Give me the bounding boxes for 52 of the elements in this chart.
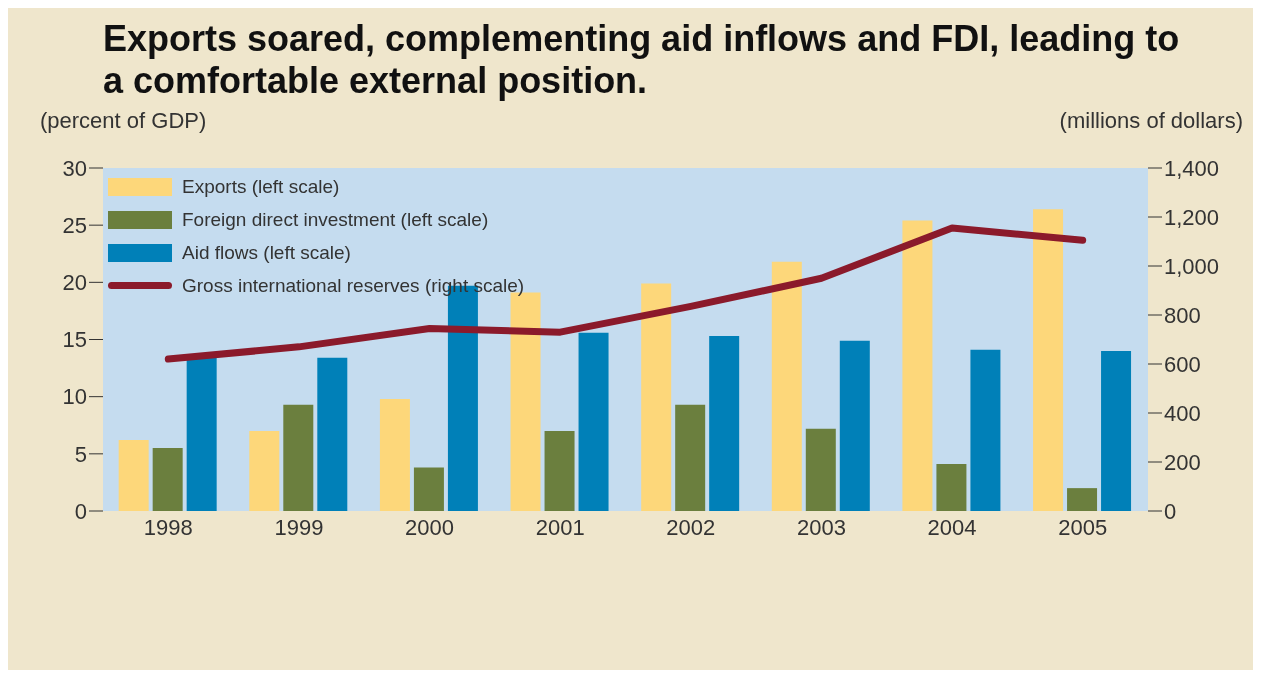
y-tick-label: 10: [62, 384, 87, 410]
bar: [709, 336, 740, 511]
y-tick-label: 5: [74, 441, 87, 467]
y2-tick-label: 1,400: [1164, 155, 1220, 181]
x-tick-label: 2000: [405, 514, 455, 540]
y-tick-label: 30: [62, 155, 87, 181]
bar: [1033, 209, 1064, 511]
y2-tick-label: 0: [1164, 498, 1177, 524]
x-tick-label: 2004: [927, 514, 977, 540]
bar: [936, 464, 967, 511]
bar: [379, 398, 410, 511]
bar: [970, 349, 1001, 511]
legend-label: Aid flows (left scale): [182, 241, 351, 265]
x-tick-label: 2001: [535, 514, 585, 540]
bar: [544, 430, 575, 511]
bar: [1101, 350, 1132, 511]
chart-title: Exports soared, complementing aid inflows and FDI, leading to a comfortable external position.: [103, 18, 1181, 102]
bar: [805, 428, 836, 511]
x-tick-label: 2002: [666, 514, 716, 540]
bar: [641, 283, 672, 511]
y2-axis-title: (millions of dollars): [1059, 108, 1243, 134]
bar: [413, 467, 444, 511]
y2-tick-label: 1,200: [1164, 204, 1220, 230]
bar: [186, 355, 217, 511]
y-tick-label: 15: [62, 327, 87, 353]
legend-label: Gross international reserves (right scale): [182, 274, 525, 298]
bar: [902, 220, 933, 511]
bar: [1067, 488, 1098, 511]
x-tick-label: 2003: [796, 514, 846, 540]
bar: [675, 404, 706, 511]
y2-tick-label: 400: [1164, 400, 1201, 426]
x-tick-label: 1999: [274, 514, 324, 540]
y2-tick-label: 200: [1164, 449, 1201, 475]
legend-label: Exports (left scale): [182, 175, 340, 199]
y2-tick-label: 600: [1164, 351, 1201, 377]
x-tick-label: 1998: [143, 514, 193, 540]
y2-tick-label: 1,000: [1164, 253, 1220, 279]
bar: [152, 448, 183, 511]
bar: [317, 357, 348, 511]
bar: [249, 430, 280, 511]
y-axis-title: (percent of GDP): [40, 108, 207, 134]
y-tick-label: 25: [62, 212, 87, 238]
bar: [839, 340, 870, 511]
x-tick-label: 2005: [1058, 514, 1108, 540]
y-tick-label: 20: [62, 270, 87, 296]
y-tick-label: 0: [74, 498, 87, 524]
bar: [283, 404, 314, 511]
bar: [118, 440, 149, 511]
bar: [578, 332, 609, 511]
bar: [771, 261, 802, 511]
y2-tick-label: 800: [1164, 302, 1201, 328]
legend-label: Foreign direct investment (left scale): [182, 208, 489, 232]
